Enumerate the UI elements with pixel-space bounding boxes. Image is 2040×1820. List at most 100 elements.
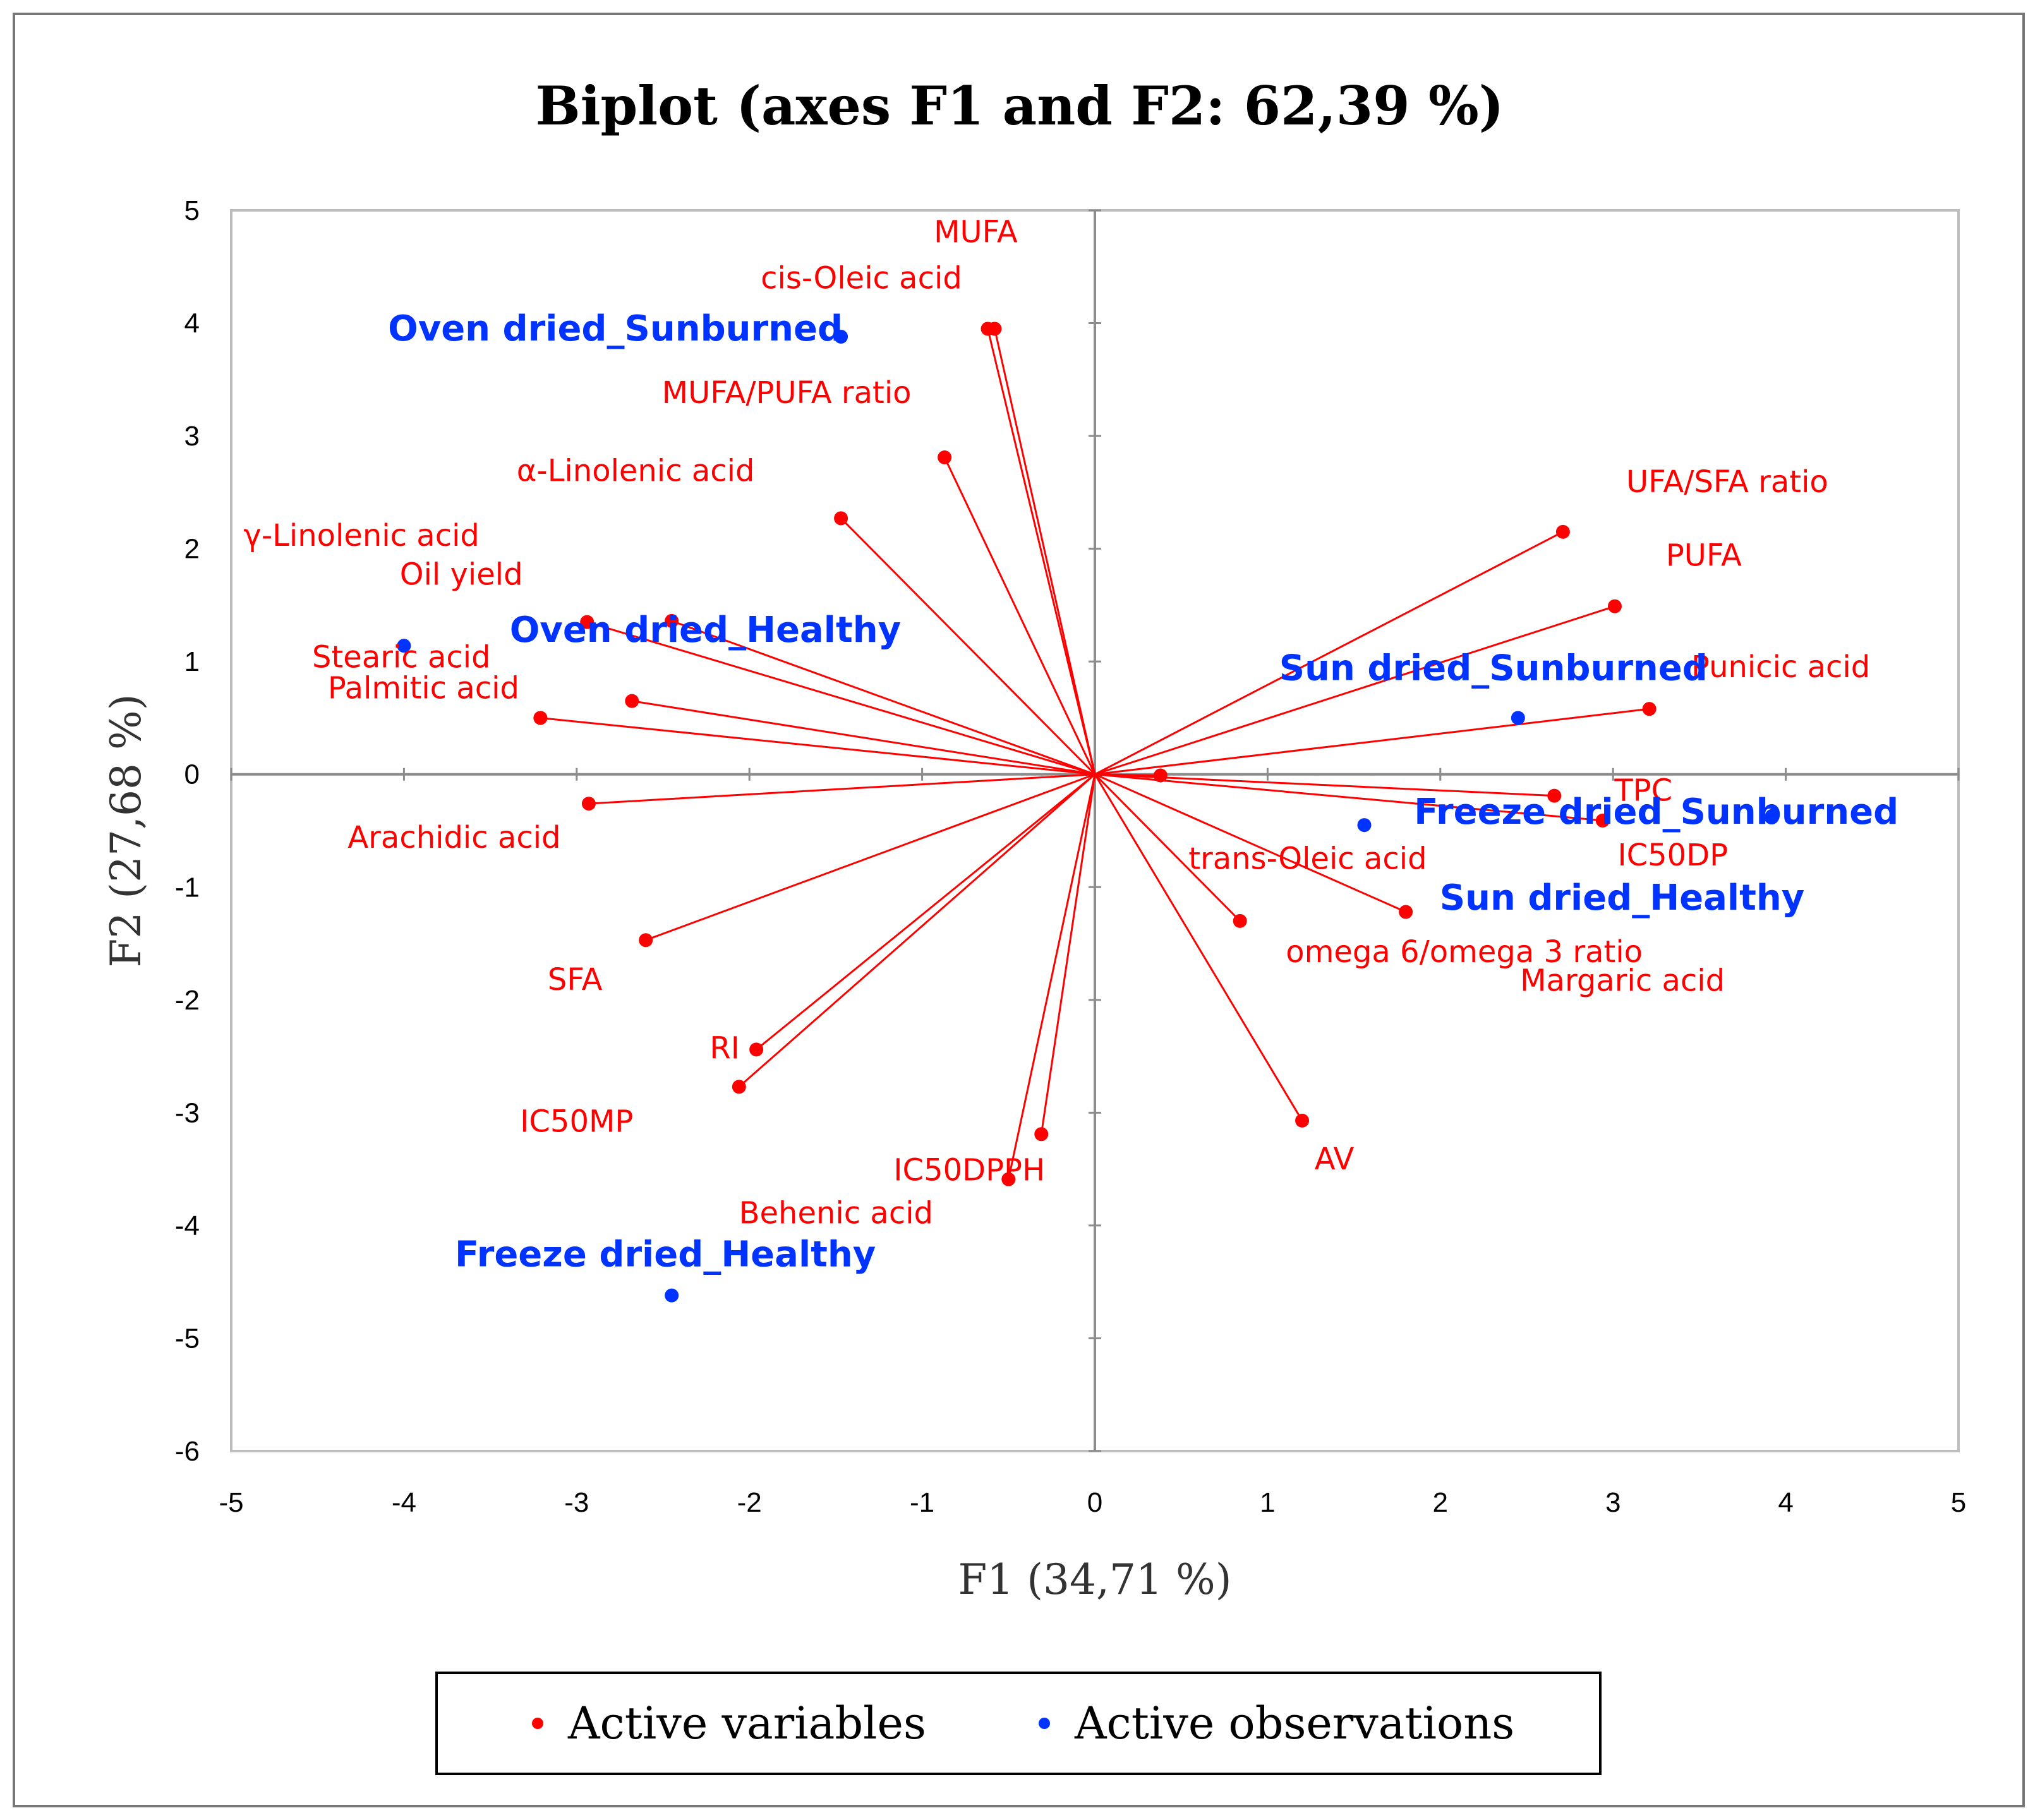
vector-tpc: [1094, 773, 1555, 797]
variable-point-oil-yield: [580, 615, 594, 629]
variable-label-pufa: PUFA: [1666, 538, 1742, 574]
y-tick-label: 2: [184, 534, 200, 565]
x-tick-label: -1: [910, 1487, 934, 1518]
x-tick-label: -5: [219, 1487, 243, 1518]
vector-ic50dpph: [1040, 774, 1096, 1135]
variable-point-cis-oleic-acid: [981, 322, 995, 336]
y-tick-label: 5: [184, 195, 200, 226]
vector-ufa-sfa-ratio: [1094, 531, 1564, 776]
observation-point-freeze-dried-sunburned: [1765, 809, 1779, 823]
x-tick-label: 5: [1951, 1487, 1966, 1518]
legend-marker-observations: [1039, 1718, 1050, 1729]
variable-label-arachidic-acid: Arachidic acid: [347, 820, 560, 855]
variable-point-linolenic-acid: [665, 613, 679, 628]
variable-point-linolenic-acid: [834, 511, 848, 526]
observation-label-oven-dried-healthy: Oven dried_Healthy: [510, 610, 901, 651]
variable-label-ufa-sfa-ratio: UFA/SFA ratio: [1626, 464, 1828, 500]
vector-ri: [756, 773, 1095, 1051]
variable-point-omega-6-omega-3-ratio: [1233, 913, 1247, 928]
vector-ic50mp: [738, 773, 1095, 1088]
vector-mufa-pufa-ratio: [943, 457, 1096, 775]
x-tick-label: 0: [1087, 1487, 1102, 1518]
variable-label-palmitic-acid: Palmitic acid: [328, 670, 519, 706]
variable-label-linolenic-acid: γ-Linolenic acid: [243, 518, 479, 553]
variable-point-sfa: [639, 933, 653, 948]
variable-point-margaric-acid: [1399, 905, 1413, 919]
x-tick-label: -3: [564, 1487, 589, 1518]
vector-palmitic-acid: [540, 716, 1095, 776]
y-tick-label: 1: [184, 646, 200, 677]
vector-av: [1094, 773, 1303, 1121]
variable-label-cis-oleic-acid: cis-Oleic acid: [761, 260, 962, 296]
variable-label-ic50dpph: IC50DPPH: [893, 1152, 1045, 1188]
variable-point-stearic-acid: [625, 694, 639, 708]
variable-labels: MUFA cis-Oleic acid MUFA/PUFA ratio α-Linol…: [243, 214, 1870, 1231]
variable-label-trans-oleic-acid: trans-Oleic acid: [1188, 841, 1427, 877]
y-tick-label: -2: [175, 985, 200, 1016]
x-tick-label: 3: [1605, 1487, 1621, 1518]
variable-label-mufa: MUFA: [934, 214, 1018, 250]
variable-label-ic50dp: IC50DP: [1617, 838, 1728, 873]
variable-label-sfa: SFA: [548, 962, 603, 997]
variable-label-punicic-acid: Punicic acid: [1691, 649, 1870, 685]
x-axis-title: F1 (34,71 %): [958, 1555, 1232, 1604]
variable-label-ri: RI: [709, 1030, 740, 1066]
variable-label-omega-6-omega-3-ratio: omega 6/omega 3 ratio: [1286, 934, 1643, 970]
vector-arachidic-acid: [588, 773, 1095, 805]
observation-point-sun-dried-sunburned: [1511, 711, 1525, 725]
variable-points: [533, 322, 1657, 1186]
variable-point-ic50dpph: [1034, 1127, 1049, 1142]
vector-pufa: [1094, 605, 1615, 776]
observation-point-sun-dried-healthy: [1357, 818, 1372, 833]
vector-punicic-acid: [1094, 708, 1650, 776]
vector-margaric-acid: [1094, 773, 1406, 913]
y-tick-label: 3: [184, 421, 200, 452]
vector-stearic-acid: [632, 700, 1095, 776]
observation-point-oven-dried-sunburned: [834, 329, 848, 344]
observation-label-sun-dried-healthy: Sun dried_Healthy: [1440, 877, 1805, 919]
legend: Active variables Active observations: [435, 1672, 1602, 1775]
variable-vectors: [540, 328, 1650, 1180]
x-tick-label: 2: [1433, 1487, 1448, 1518]
observation-point-freeze-dried-healthy: [665, 1288, 679, 1303]
vector-behenic-acid: [1007, 774, 1096, 1180]
legend-box: [435, 1672, 1602, 1775]
vector-cis-oleic-acid: [987, 328, 1096, 775]
vector-ic50dp: [1094, 773, 1603, 822]
variable-label-oil-yield: Oil yield: [400, 557, 523, 593]
variable-label-av: AV: [1315, 1142, 1355, 1177]
y-tick-label: -1: [175, 872, 200, 903]
variable-point-mufa-pufa-ratio: [938, 450, 952, 465]
observation-labels: Oven dried_Sunburned Oven dried_Healthy Su…: [388, 308, 1898, 1275]
observation-point-oven-dried-healthy: [397, 639, 411, 653]
vector-oil-yield: [586, 621, 1095, 776]
chart-title: Biplot (axes F1 and F2: 62,39 %): [536, 75, 1504, 137]
variable-point-ic50dp: [1595, 813, 1610, 828]
legend-marker-variables: [532, 1718, 543, 1729]
variable-point-trans-oleic-acid: [1153, 768, 1168, 783]
observation-label-oven-dried-sunburned: Oven dried_Sunburned: [388, 308, 843, 349]
variable-point-punicic-acid: [1642, 702, 1657, 716]
x-tick-label: -4: [392, 1487, 416, 1518]
vector-sfa: [645, 773, 1095, 941]
y-tick-label: -3: [175, 1097, 200, 1128]
observation-points: [397, 329, 1779, 1303]
observation-label-sun-dried-sunburned: Sun dried_Sunburned: [1279, 648, 1708, 689]
variable-label-mufa-pufa-ratio: MUFA/PUFA ratio: [662, 375, 912, 411]
vector-linolenic-acid: [840, 517, 1096, 775]
vector-mufa: [993, 328, 1096, 775]
vector-omega-6-omega-3-ratio: [1094, 773, 1241, 922]
variable-point-pufa: [1607, 599, 1622, 613]
x-tick-label: 1: [1260, 1487, 1275, 1518]
variable-point-ri: [749, 1042, 764, 1057]
observation-label-freeze-dried-sunburned: Freeze dried_Sunburned: [1414, 792, 1898, 833]
variable-label-margaric-acid: Margaric acid: [1520, 963, 1725, 999]
legend-label-observations: Active observations: [1074, 1697, 1514, 1749]
y-tick-label: 0: [184, 759, 200, 790]
y-tick-label: -4: [175, 1210, 200, 1241]
variable-label-linolenic-acid: α-Linolenic acid: [517, 453, 755, 488]
variable-point-behenic-acid: [1001, 1172, 1016, 1186]
y-tick-label: -6: [175, 1436, 200, 1467]
x-tick-label: 4: [1778, 1487, 1793, 1518]
